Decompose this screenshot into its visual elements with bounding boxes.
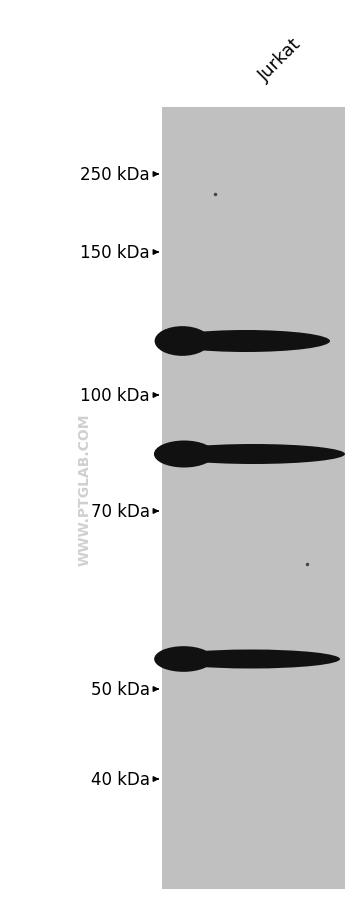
Ellipse shape [162, 331, 330, 353]
Text: 150 kDa: 150 kDa [80, 244, 150, 262]
Text: 100 kDa: 100 kDa [80, 387, 150, 405]
Text: 50 kDa: 50 kDa [91, 680, 150, 698]
Ellipse shape [154, 441, 214, 468]
Text: 250 kDa: 250 kDa [80, 166, 150, 184]
Text: WWW.PTGLAB.COM: WWW.PTGLAB.COM [78, 413, 92, 566]
Text: Jurkat: Jurkat [255, 35, 304, 85]
Ellipse shape [162, 649, 340, 668]
Bar [162, 108, 345, 889]
Ellipse shape [162, 445, 345, 465]
Ellipse shape [154, 647, 213, 672]
Ellipse shape [155, 327, 210, 356]
Text: 70 kDa: 70 kDa [91, 502, 150, 520]
Text: 40 kDa: 40 kDa [91, 770, 150, 788]
